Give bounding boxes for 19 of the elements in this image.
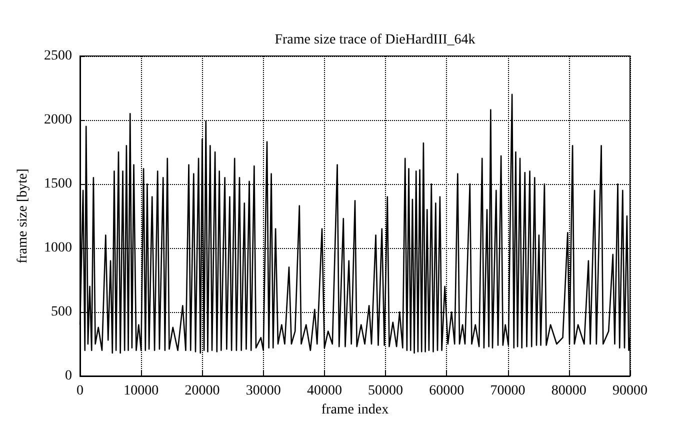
x-tick-label: 70000	[490, 384, 526, 398]
x-tick-label: 50000	[368, 384, 404, 398]
y-tick-label: 0	[65, 368, 72, 384]
y-tick-label: 500	[51, 304, 72, 320]
x-tick-label: 0	[76, 384, 84, 398]
x-tick-label: 90000	[612, 384, 648, 398]
chart-title: Frame size trace of DieHardIII_64k	[274, 32, 476, 48]
x-tick-label: 40000	[306, 384, 342, 398]
x-tick-label: 20000	[184, 384, 220, 398]
x-tick-label: 60000	[429, 384, 464, 398]
x-axis-title: frame index	[321, 402, 389, 418]
x-tick-label: 10000	[124, 384, 159, 398]
x-tick-label: 30000	[246, 384, 281, 398]
y-axis-title: frame size [byte]	[16, 168, 30, 264]
y-tick-label: 2500	[44, 48, 72, 64]
y-tick-label: 1500	[44, 176, 72, 192]
y-tick-label: 1000	[44, 240, 72, 256]
x-tick-label: 80000	[551, 384, 586, 398]
y-tick-label: 2000	[44, 112, 72, 128]
